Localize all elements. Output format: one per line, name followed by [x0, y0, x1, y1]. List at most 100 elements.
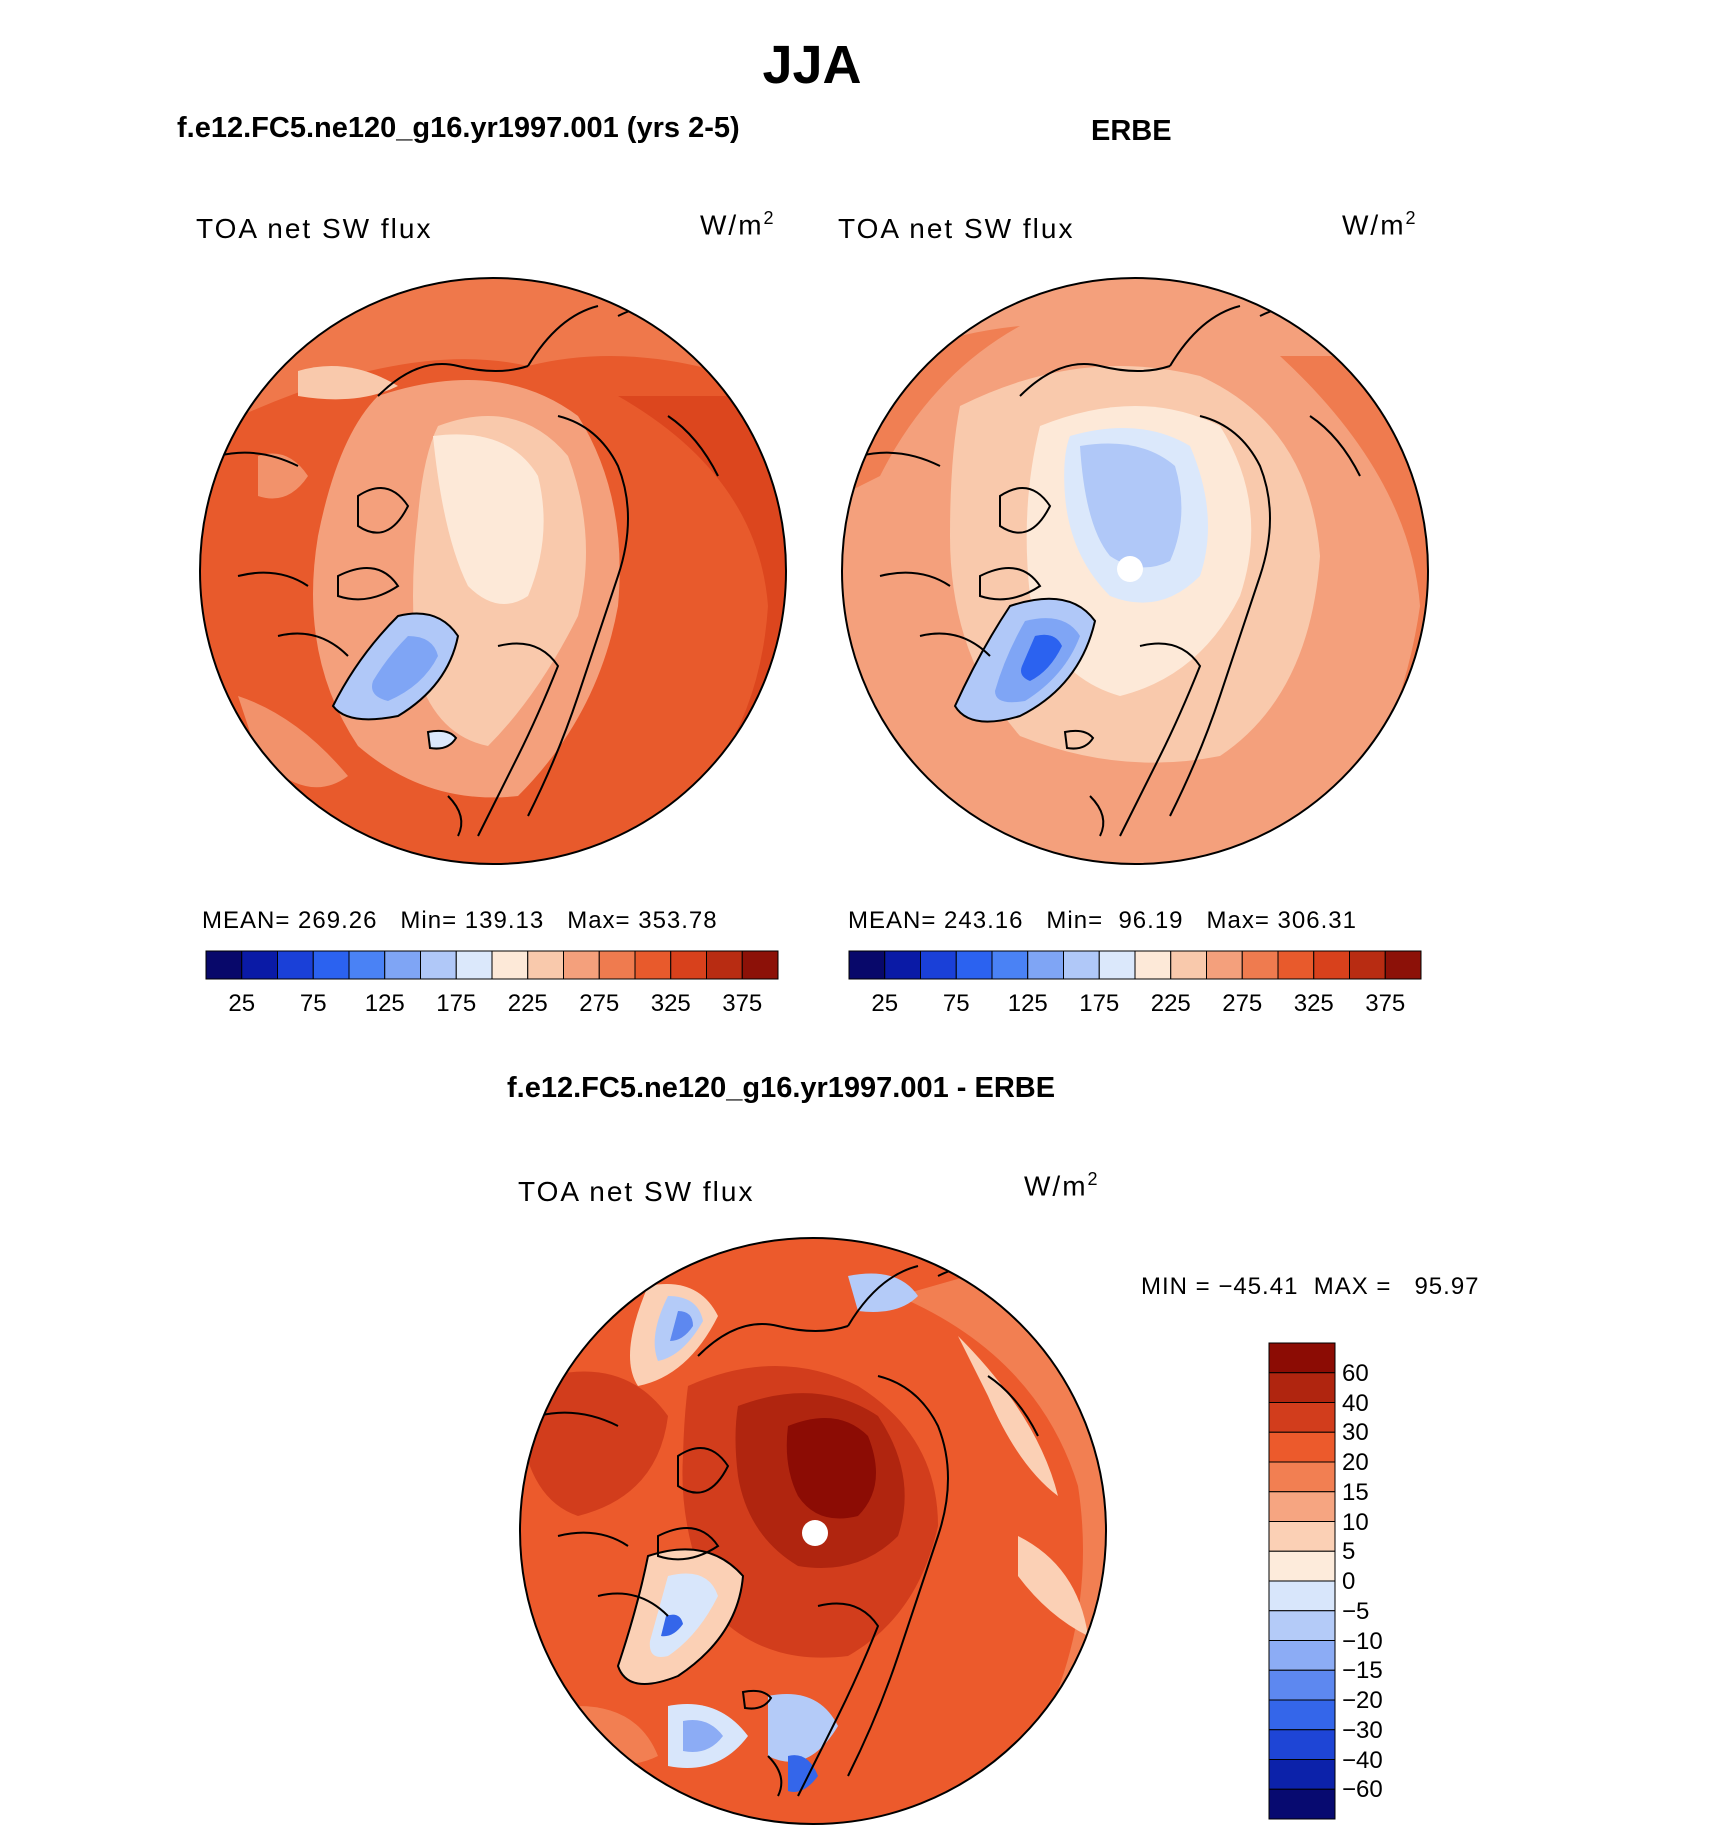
colorbar-tick-label: 40	[1342, 1389, 1369, 1417]
colorbar-tick-label: 225	[507, 990, 548, 1017]
colorbar-tick-label: 60	[1342, 1359, 1369, 1387]
colorbar-tick-label: 275	[579, 990, 620, 1017]
colorbar-swatch	[455, 950, 493, 980]
colorbar-swatch	[1384, 950, 1422, 980]
colorbar-tick-label: 175	[436, 990, 477, 1017]
colorbar-swatch	[384, 950, 421, 980]
colorbar-swatch	[277, 950, 314, 980]
colorbar-swatch	[1268, 1342, 1336, 1374]
colorbar-swatch	[991, 950, 1029, 980]
colorbar-tick-label: 375	[722, 990, 763, 1017]
difference-variable-label: TOA net SW flux	[518, 1176, 755, 1207]
colorbar-swatch	[1268, 1521, 1336, 1552]
panel-2-stats: MEAN= 243.16 Min= 96.19 Max= 306.31	[848, 907, 1357, 934]
difference-stats: MIN = −45.41 MAX = 95.97	[1141, 1273, 1480, 1300]
panel-1-heading: f.e12.FC5.ne120_g16.yr1997.001 (yrs 2-5)	[177, 112, 740, 144]
colorbar-tick-label: −30	[1342, 1716, 1383, 1744]
panel-2-colorbar-labels: 25 75 125 175 225 275 325 375	[848, 990, 1422, 1020]
colorbar-swatch	[1241, 950, 1279, 980]
colorbar-swatch	[1268, 1729, 1336, 1760]
colorbar-swatch	[1098, 950, 1136, 980]
colorbar-tick-label: −60	[1342, 1776, 1383, 1804]
colorbar-tick-label: 75	[942, 990, 970, 1017]
colorbar-swatch	[1268, 1759, 1336, 1790]
colorbar-swatch	[1027, 950, 1064, 980]
colorbar-swatch	[1268, 1402, 1336, 1433]
panel-2-heading: ERBE	[1091, 115, 1172, 147]
difference-map	[519, 1237, 1107, 1825]
colorbar-swatch	[848, 950, 886, 980]
panel-1-units: W/m2	[700, 208, 776, 241]
colorbar-swatch	[706, 950, 743, 980]
colorbar-swatch	[1134, 950, 1172, 980]
colorbar-swatch	[598, 950, 636, 980]
colorbar-swatch	[348, 950, 386, 980]
panel-1-colorbar-labels: 25 75 125 175 225 275 325 375	[205, 990, 779, 1020]
colorbar-swatch	[634, 950, 672, 980]
colorbar-swatch	[241, 950, 278, 980]
colorbar-swatch	[1268, 1788, 1336, 1820]
colorbar-swatch	[1277, 950, 1315, 980]
colorbar-swatch	[1268, 1640, 1336, 1671]
panel-2-variable-label: TOA net SW flux	[838, 213, 1075, 244]
figure-title: JJA	[762, 35, 862, 95]
colorbar-tick-label: 5	[1342, 1538, 1356, 1566]
colorbar-tick-label: 25	[228, 990, 256, 1017]
colorbar-swatch	[205, 950, 243, 980]
colorbar-swatch	[1349, 950, 1386, 980]
difference-map-boundary	[519, 1237, 1107, 1825]
colorbar-tick-label: 20	[1342, 1449, 1369, 1476]
colorbar-swatch	[491, 950, 529, 980]
colorbar-swatch	[1268, 1669, 1336, 1701]
panel-2-colorbar	[848, 950, 1422, 980]
colorbar-swatch	[1268, 1580, 1336, 1612]
colorbar-tick-label: −15	[1342, 1657, 1383, 1685]
colorbar-swatch	[1206, 950, 1243, 980]
panel-1-map-boundary	[199, 277, 787, 865]
panel-1-variable-label: TOA net SW flux	[196, 213, 433, 244]
colorbar-swatch	[1063, 950, 1100, 980]
colorbar-swatch	[1170, 950, 1207, 980]
colorbar-swatch	[884, 950, 921, 980]
colorbar-tick-label: 10	[1342, 1508, 1369, 1536]
panel-2-map	[841, 277, 1429, 865]
colorbar-swatch	[1268, 1461, 1336, 1493]
colorbar-tick-label: −20	[1342, 1687, 1383, 1714]
colorbar-swatch	[420, 950, 457, 980]
difference-heading: f.e12.FC5.ne120_g16.yr1997.001 - ERBE	[507, 1072, 1056, 1104]
colorbar-tick-label: 275	[1222, 990, 1263, 1017]
colorbar-tick-label: 375	[1365, 990, 1406, 1017]
colorbar-tick-label: 0	[1342, 1568, 1356, 1595]
colorbar-swatch	[955, 950, 993, 980]
colorbar-tick-label: 175	[1079, 990, 1120, 1017]
difference-colorbar-labels: 60 40 30 20 15 10 5 0 −5 −10 −15 −20 −30 −40 −60	[1342, 1342, 1432, 1822]
colorbar-swatch	[1268, 1491, 1336, 1522]
panel-1-map	[199, 277, 787, 865]
colorbar-swatch	[741, 950, 779, 980]
colorbar-swatch	[1268, 1372, 1336, 1403]
colorbar-swatch	[527, 950, 564, 980]
colorbar-tick-label: −5	[1342, 1597, 1370, 1625]
colorbar-tick-label: 125	[364, 990, 405, 1017]
colorbar-swatch	[1313, 950, 1350, 980]
colorbar-tick-label: 225	[1150, 990, 1191, 1017]
colorbar-swatch	[312, 950, 350, 980]
colorbar-tick-label: −10	[1342, 1627, 1383, 1655]
colorbar-tick-label: 25	[871, 990, 899, 1017]
colorbar-swatch	[920, 950, 957, 980]
colorbar-swatch	[1268, 1431, 1336, 1463]
colorbar-swatch	[1268, 1699, 1336, 1731]
colorbar-tick-label: 15	[1342, 1478, 1369, 1506]
colorbar-tick-label: 30	[1342, 1419, 1369, 1447]
colorbar-swatch	[670, 950, 707, 980]
colorbar-swatch	[563, 950, 600, 980]
panel-1-colorbar	[205, 950, 779, 980]
colorbar-tick-label: 125	[1007, 990, 1048, 1017]
difference-units: W/m2	[1024, 1169, 1100, 1202]
colorbar-tick-label: 325	[650, 990, 691, 1017]
panel-2-map-boundary	[841, 277, 1429, 865]
colorbar-tick-label: 75	[299, 990, 327, 1017]
colorbar-swatch	[1268, 1550, 1336, 1582]
colorbar-tick-label: −40	[1342, 1746, 1383, 1774]
panel-2-units: W/m2	[1342, 208, 1418, 241]
